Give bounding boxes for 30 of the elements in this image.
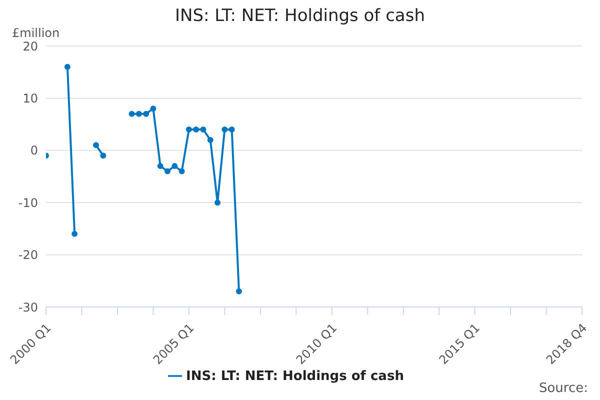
legend-label: INS: LT: NET: Holdings of cash: [186, 369, 404, 384]
point: [72, 230, 78, 237]
source-note: Source:: [538, 381, 588, 396]
point: [178, 168, 185, 174]
chart-title: INS: LT: NET: Holdings of cash: [174, 6, 426, 26]
point: [222, 126, 228, 133]
point: [172, 163, 178, 170]
point: [100, 152, 106, 159]
point: [236, 288, 242, 294]
point: [228, 126, 235, 133]
y-axis-title: £million: [12, 26, 60, 40]
point: [200, 126, 206, 133]
point: [64, 64, 70, 70]
y-tick-label: -10: [18, 196, 38, 210]
point: [186, 126, 192, 133]
y-tick-label: 20: [22, 39, 38, 54]
point: [93, 142, 100, 148]
y-tick-label: -30: [18, 300, 38, 314]
point: [128, 110, 135, 117]
point: [207, 136, 214, 143]
point: [157, 163, 164, 170]
point: [164, 168, 170, 174]
y-tick-label: -20: [18, 248, 38, 262]
point: [136, 110, 142, 117]
point: [150, 106, 156, 112]
point: [214, 200, 221, 206]
point: [193, 126, 200, 133]
point: [143, 110, 150, 117]
y-tick-label: 10: [22, 91, 38, 106]
y-tick-label: 0: [30, 144, 38, 158]
